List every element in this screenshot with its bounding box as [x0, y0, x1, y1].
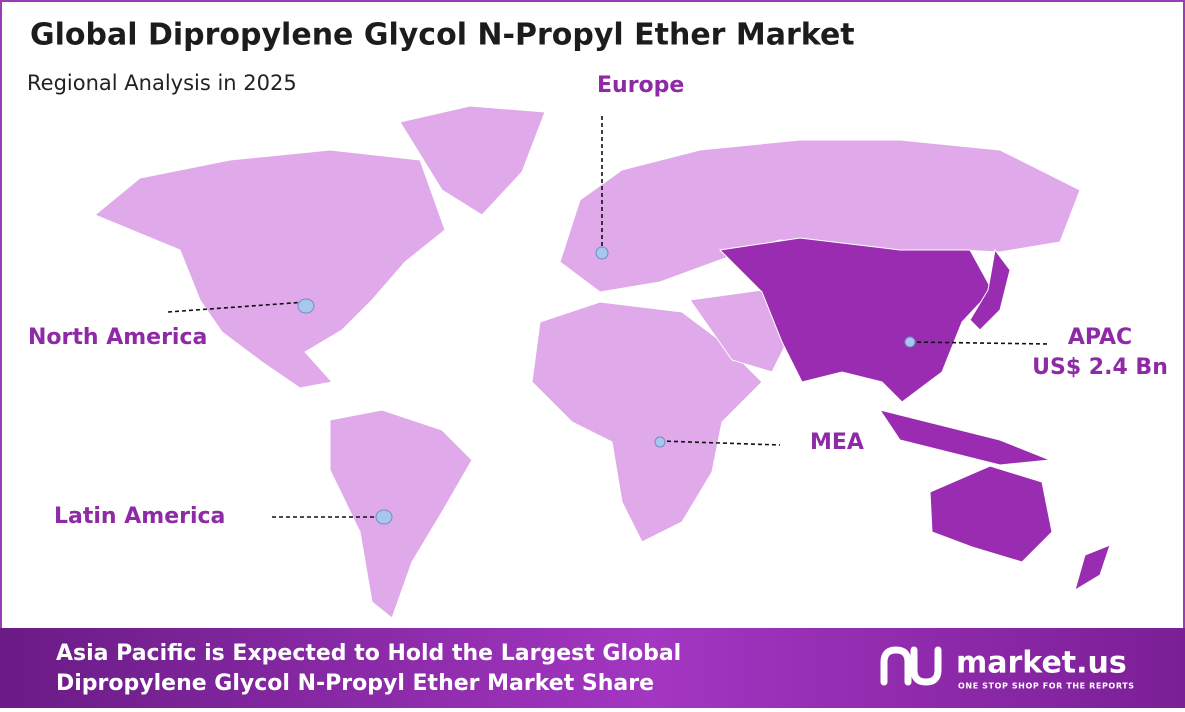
region-label: Europe: [597, 73, 684, 98]
footer-text: Asia Pacific is Expected to Hold the Lar…: [56, 641, 681, 666]
marker: [375, 509, 393, 525]
logo: market.us ONE STOP SHOP FOR THE REPORTS: [880, 646, 1135, 691]
region-label: APAC: [1068, 325, 1132, 350]
marker: [595, 246, 609, 260]
marker: [904, 336, 916, 348]
leader-line: [909, 341, 1049, 345]
marker: [297, 298, 315, 314]
region-label: Latin America: [54, 504, 225, 529]
footer-text: Dipropylene Glycol N-Propyl Ether Market…: [56, 671, 654, 696]
footer-band: [0, 628, 1185, 708]
subtitle: Regional Analysis in 2025: [27, 71, 297, 95]
tagline: ONE STOP SHOP FOR THE REPORTS: [958, 682, 1135, 691]
leader-line: [167, 301, 307, 313]
world-map: [94, 105, 1111, 619]
region-value: US$ 2.4 Bn: [1032, 355, 1168, 380]
marker: [654, 436, 666, 448]
title: Global Dipropylene Glycol N-Propyl Ether…: [30, 18, 855, 53]
region-label: MEA: [810, 430, 864, 455]
brand: market.us: [956, 646, 1127, 681]
leader-lines: [167, 116, 1049, 525]
region-label: North America: [28, 325, 207, 350]
leader-line: [659, 440, 781, 446]
